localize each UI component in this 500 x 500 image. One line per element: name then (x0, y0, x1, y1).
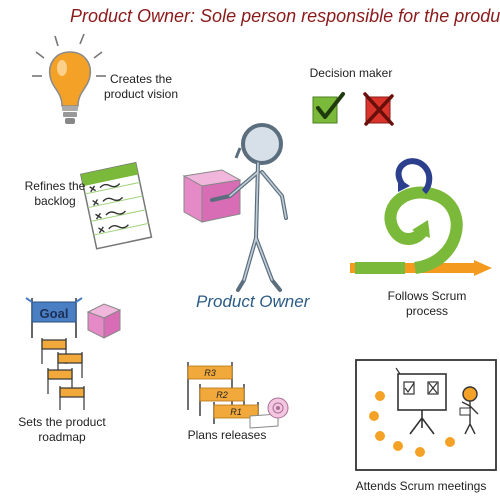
goal-flag-icon: Goal (25, 297, 83, 338)
roadmap-flags (41, 338, 85, 410)
release-flag-r3: R3 (204, 368, 216, 378)
scrum-cycle-icon (350, 158, 492, 276)
meeting-board-icon (355, 359, 497, 471)
x-mark-icon (363, 92, 394, 126)
release-flag-r2: R2 (216, 390, 228, 400)
release-flag-r1: R1 (230, 407, 242, 417)
lightbulb-icon (32, 33, 106, 124)
release-flags-icon: R3 R2 R1 (187, 362, 289, 429)
product-owner-figure (182, 123, 288, 292)
goal-flag-text: Goal (40, 306, 69, 321)
pink-box (182, 169, 242, 223)
vision-label: Creates the product vision (103, 72, 179, 101)
roadmap-pink-box (86, 303, 122, 339)
meetings-label: Attends Scrum meetings (355, 479, 487, 493)
checkmark-icon (312, 92, 345, 124)
releases-label: Plans releases (187, 428, 267, 442)
scrum-process-label: Follows Scrum process (387, 289, 467, 318)
product-owner-label: Product Owner (196, 292, 310, 311)
page-title: Product Owner: Sole person responsible f… (70, 6, 500, 26)
roadmap-label: Sets the product roadmap (18, 415, 106, 444)
release-roll (249, 397, 289, 429)
decision-maker-label: Decision maker (309, 66, 393, 80)
backlog-label: Refines the backlog (24, 179, 86, 208)
checklist-icon (80, 161, 153, 250)
